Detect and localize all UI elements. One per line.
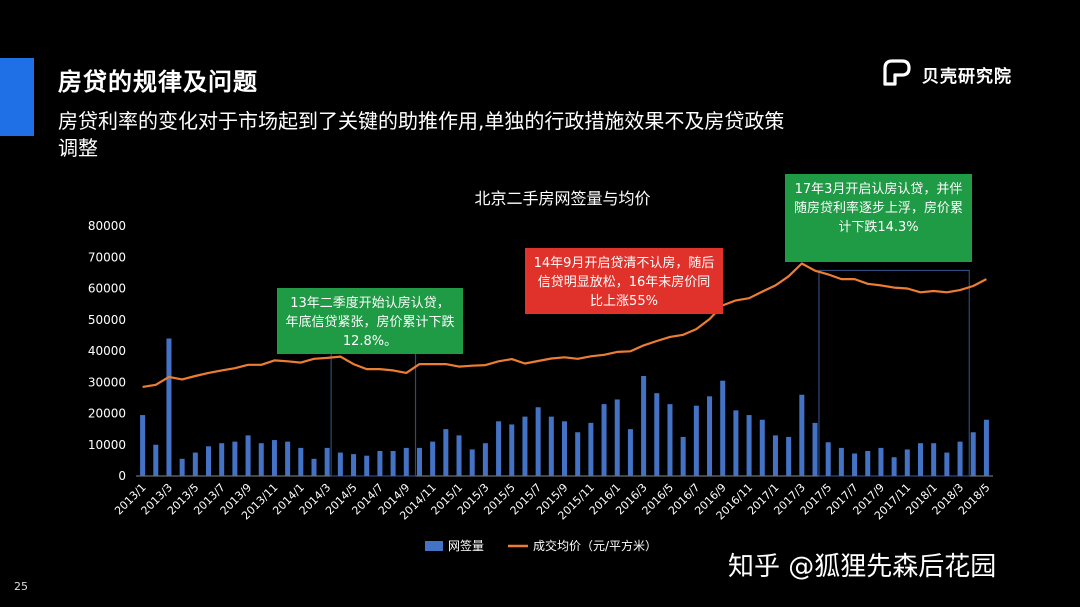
bar-2013/6 xyxy=(206,446,212,476)
bar-2017/12 xyxy=(917,443,923,476)
y-tick-label: 10000 xyxy=(88,438,126,452)
bar-2013/11 xyxy=(271,440,277,476)
bar-2016/3 xyxy=(641,376,647,476)
bar-2018/2 xyxy=(944,452,950,476)
page-number: 25 xyxy=(14,580,28,593)
bar-2016/11 xyxy=(746,415,752,476)
bar-2016/1 xyxy=(614,399,620,476)
highlight-box-2 xyxy=(818,269,970,477)
bar-2014/4 xyxy=(337,452,343,476)
bar-2015/4 xyxy=(496,421,502,476)
bar-2017/8 xyxy=(865,451,871,476)
bar-2015/12 xyxy=(601,404,607,476)
bar-2017/11 xyxy=(904,449,910,476)
line-series-avg-price xyxy=(142,262,987,388)
bar-2016/7 xyxy=(693,405,699,476)
bar-2014/8 xyxy=(390,451,396,476)
bar-2016/5 xyxy=(667,404,673,476)
bar-2014/7 xyxy=(377,451,383,476)
bar-2015/3 xyxy=(482,443,488,476)
bar-2017/7 xyxy=(852,453,858,476)
y-tick-label: 80000 xyxy=(88,219,126,233)
bar-2018/5 xyxy=(983,419,989,476)
annotation-2014: 14年9月开启贷清不认房，随后信贷明显放松，16年末房价同比上涨55% xyxy=(525,248,723,314)
zhihu-watermark: 知乎 @狐狸先森后花园 xyxy=(728,552,997,582)
bar-2013/2 xyxy=(153,444,159,476)
bar-2016/2 xyxy=(627,429,633,476)
bar-2015/11 xyxy=(588,422,594,476)
bar-2018/3 xyxy=(957,441,963,476)
bar-2013/3 xyxy=(166,338,172,476)
chart-title: 北京二手房网签量与均价 xyxy=(474,189,650,208)
bar-2013/7 xyxy=(219,443,225,476)
bar-2016/10 xyxy=(733,410,739,476)
bar-2015/9 xyxy=(561,421,568,476)
slide-title: 房贷的规律及问题 xyxy=(58,68,258,96)
logo-text: 贝壳研究院 xyxy=(922,66,1012,87)
bar-2013/4 xyxy=(179,458,185,476)
bar-2014/9 xyxy=(403,447,409,476)
bar-2013/10 xyxy=(258,443,264,476)
bar-2017/6 xyxy=(838,447,844,476)
bar-2015/7 xyxy=(535,407,541,476)
bar-2014/11 xyxy=(430,441,436,476)
bar-2013/5 xyxy=(192,452,198,476)
bar-2015/8 xyxy=(548,416,554,476)
bar-2016/6 xyxy=(680,436,686,476)
legend-bar-swatch xyxy=(425,541,443,551)
y-tick-label: 20000 xyxy=(88,407,126,421)
legend-bar-label: 网签量 xyxy=(448,538,484,553)
bar-2017/1 xyxy=(772,435,778,476)
bar-2017/3 xyxy=(799,394,805,476)
accent-bar xyxy=(0,58,34,136)
y-tick-label: 0 xyxy=(118,469,126,483)
bar-2015/2 xyxy=(469,449,475,476)
bar-2016/4 xyxy=(654,393,660,476)
y-tick-label: 30000 xyxy=(88,375,126,389)
brand-logo: 贝壳研究院 xyxy=(880,57,1012,91)
bar-2014/12 xyxy=(443,429,449,476)
bar-2014/2 xyxy=(311,458,317,476)
bar-2014/5 xyxy=(351,454,357,476)
annotation-2013: 13年二季度开始认房认贷，年底信贷紧张，房价累计下跌12.8%。 xyxy=(277,288,463,354)
bar-2017/2 xyxy=(786,436,792,476)
shell-logo-icon xyxy=(883,59,911,86)
bar-2017/5 xyxy=(825,442,831,476)
bar-2018/4 xyxy=(970,432,976,476)
bar-2013/12 xyxy=(285,441,291,476)
bar-2014/3 xyxy=(324,447,330,476)
slide-subtitle: 房贷利率的变化对于市场起到了关键的助推作用,单独的行政措施效果不及房贷政策调整 xyxy=(58,109,785,160)
bar-2015/5 xyxy=(509,424,515,476)
y-tick-label: 50000 xyxy=(88,313,126,327)
bar-2013/1 xyxy=(140,415,146,476)
bar-2018/1 xyxy=(931,443,937,476)
bar-2015/10 xyxy=(575,432,581,476)
legend-line-label: 成交均价（元/平方米） xyxy=(533,538,657,553)
annotation-2017: 17年3月开启认房认贷，并伴随房贷利率逐步上浮，房价累计下跌14.3% xyxy=(785,174,972,262)
bar-2015/1 xyxy=(456,435,462,476)
y-tick-label: 40000 xyxy=(88,344,126,358)
bar-2013/8 xyxy=(232,441,238,476)
bar-2014/10 xyxy=(416,447,422,476)
bar-2017/9 xyxy=(878,447,884,476)
bar-2017/10 xyxy=(891,457,897,476)
bar-2016/8 xyxy=(707,396,713,476)
y-tick-label: 70000 xyxy=(88,250,126,264)
bar-2014/6 xyxy=(364,455,370,476)
bar-2014/1 xyxy=(298,447,304,476)
bar-2017/4 xyxy=(812,422,818,476)
bar-2015/6 xyxy=(522,416,528,476)
y-tick-label: 60000 xyxy=(88,282,126,296)
bar-2016/12 xyxy=(759,419,765,476)
bar-2016/9 xyxy=(720,380,726,476)
bar-2013/9 xyxy=(245,435,251,476)
